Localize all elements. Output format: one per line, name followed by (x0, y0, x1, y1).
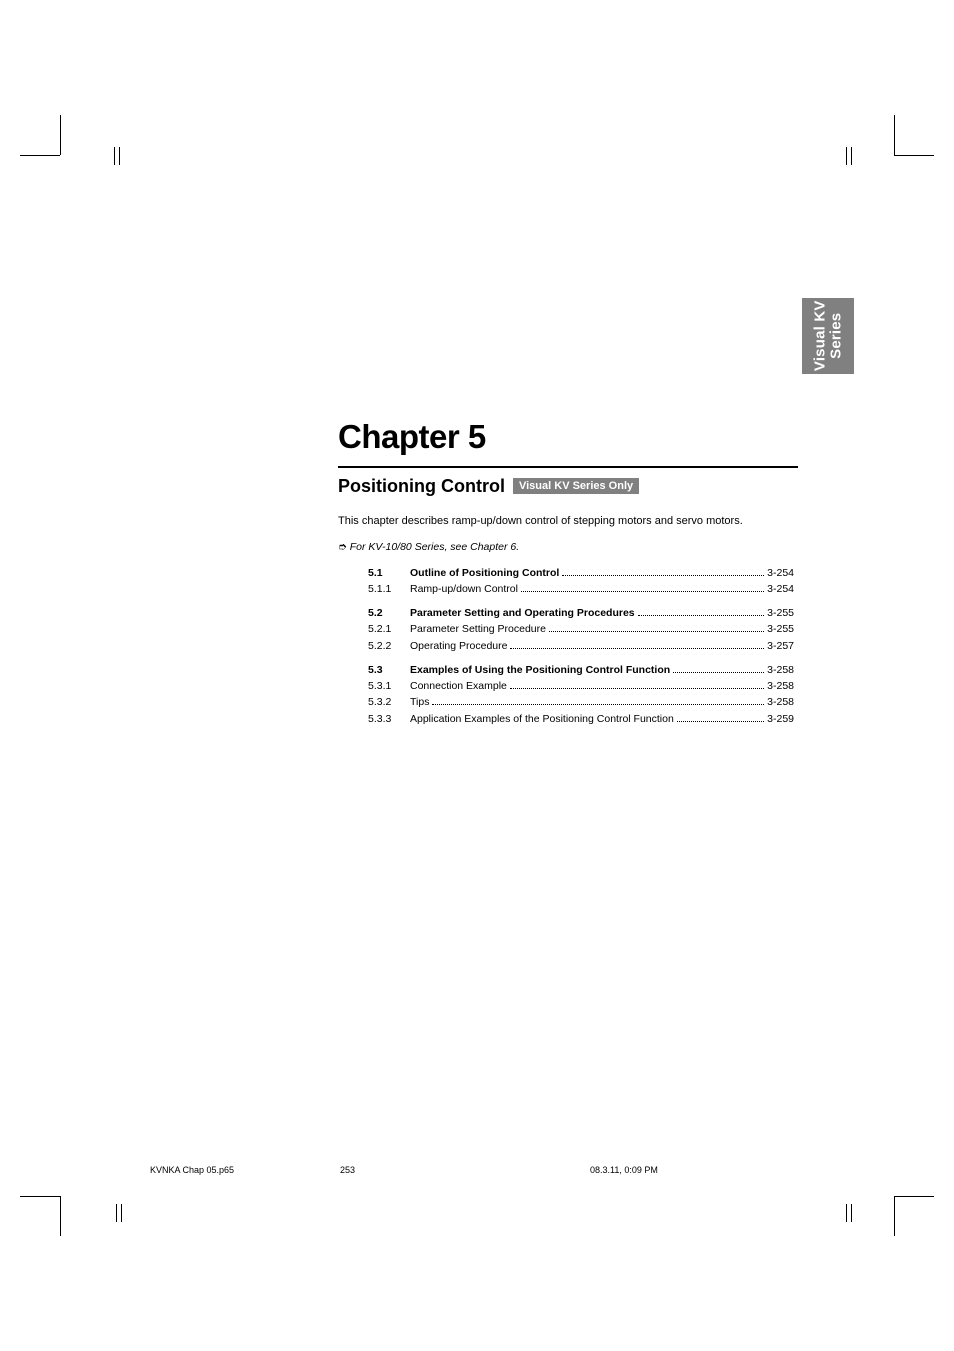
toc-label: Outline of Positioning Control (410, 565, 559, 581)
chapter-subtitle: Positioning Control (338, 476, 505, 497)
toc-leader-dots (521, 591, 764, 592)
toc-leader-dots (510, 648, 764, 649)
toc-group: 5.1Outline of Positioning Control3-2545.… (368, 565, 794, 598)
toc-row: 5.3Examples of Using the Positioning Con… (368, 662, 794, 678)
toc-leader-dots (549, 631, 764, 632)
toc-page: 3-255 (767, 605, 794, 621)
toc-label: Tips (410, 694, 429, 710)
toc-page: 3-258 (767, 662, 794, 678)
toc-page: 3-258 (767, 694, 794, 710)
toc-leader-dots (638, 615, 764, 616)
toc-number: 5.3.3 (368, 711, 410, 727)
toc-row: 5.3.3Application Examples of the Positio… (368, 711, 794, 727)
chapter-intro: This chapter describes ramp-up/down cont… (338, 515, 798, 527)
toc-row: 5.2.2Operating Procedure 3-257 (368, 638, 794, 654)
toc-label: Parameter Setting Procedure (410, 621, 546, 637)
toc-number: 5.1.1 (368, 581, 410, 597)
toc-label: Application Examples of the Positioning … (410, 711, 674, 727)
page-footer: KVNKA Chap 05.p65 253 08.3.11, 0:09 PM (150, 1165, 820, 1175)
series-badge: Visual KV Series Only (513, 478, 639, 494)
toc-leader-dots (432, 704, 764, 705)
toc-number: 5.3.2 (368, 694, 410, 710)
side-tab-text: Visual KV Series (812, 301, 844, 372)
toc-number: 5.3 (368, 662, 410, 678)
toc-leader-dots (510, 688, 764, 689)
content-block: Chapter 5 Positioning Control Visual KV … (338, 418, 798, 735)
side-tab-line2: Series (827, 313, 844, 359)
toc-label: Examples of Using the Positioning Contro… (410, 662, 670, 678)
toc-label: Operating Procedure (410, 638, 507, 654)
toc-label: Parameter Setting and Operating Procedur… (410, 605, 635, 621)
toc-number: 5.2.1 (368, 621, 410, 637)
toc-number: 5.1 (368, 565, 410, 581)
toc-leader-dots (677, 721, 764, 722)
title-rule (338, 466, 798, 468)
chapter-note: For KV-10/80 Series, see Chapter 6. (338, 541, 798, 553)
toc-number: 5.2 (368, 605, 410, 621)
toc-row: 5.2.1Parameter Setting Procedure 3-255 (368, 621, 794, 637)
toc-page: 3-255 (767, 621, 794, 637)
toc-row: 5.3.2Tips 3-258 (368, 694, 794, 710)
side-tab-line1: Visual KV (811, 301, 828, 372)
side-tab: Visual KV Series (802, 298, 854, 374)
toc-group: 5.3Examples of Using the Positioning Con… (368, 662, 794, 727)
footer-timestamp: 08.3.11, 0:09 PM (590, 1165, 820, 1175)
toc-page: 3-258 (767, 678, 794, 694)
toc-group: 5.2Parameter Setting and Operating Proce… (368, 605, 794, 654)
toc-number: 5.3.1 (368, 678, 410, 694)
chapter-title: Chapter 5 (338, 418, 798, 456)
toc-row: 5.1.1Ramp-up/down Control 3-254 (368, 581, 794, 597)
toc-label: Ramp-up/down Control (410, 581, 518, 597)
footer-filename: KVNKA Chap 05.p65 (150, 1165, 340, 1175)
toc-page: 3-254 (767, 565, 794, 581)
toc-row: 5.3.1Connection Example 3-258 (368, 678, 794, 694)
toc-row: 5.1Outline of Positioning Control 3-254 (368, 565, 794, 581)
subtitle-line: Positioning Control Visual KV Series Onl… (338, 476, 798, 497)
table-of-contents: 5.1Outline of Positioning Control3-2545.… (368, 565, 794, 727)
page: Visual KV Series Chapter 5 Positioning C… (0, 0, 954, 1351)
toc-row: 5.2Parameter Setting and Operating Proce… (368, 605, 794, 621)
toc-page: 3-254 (767, 581, 794, 597)
toc-leader-dots (673, 672, 764, 673)
toc-label: Connection Example (410, 678, 507, 694)
toc-page: 3-259 (767, 711, 794, 727)
toc-leader-dots (562, 575, 764, 576)
toc-number: 5.2.2 (368, 638, 410, 654)
toc-page: 3-257 (767, 638, 794, 654)
footer-pagenum: 253 (340, 1165, 590, 1175)
